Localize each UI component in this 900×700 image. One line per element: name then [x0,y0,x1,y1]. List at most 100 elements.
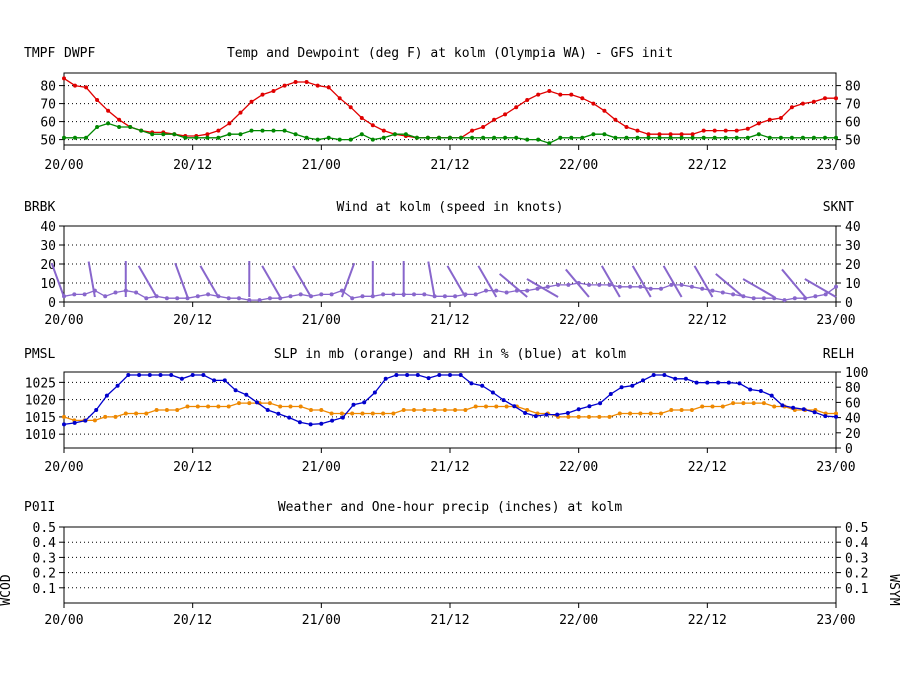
data-point-pmsl [216,404,221,409]
data-point-relh [834,414,838,419]
data-point-dwpf [326,135,331,140]
data-point-relh [233,388,238,393]
data-point-pmsl [123,411,128,416]
data-point-tmpf [767,117,772,122]
data-point-dwpf [293,132,298,137]
data-point-pmsl [144,411,149,416]
data-point-relh [147,373,152,377]
x-tick-label: 22/12 [688,313,727,328]
data-point-dwpf [84,135,89,140]
data-point-relh [608,392,613,396]
data-point-relh [673,376,678,381]
data-point-dwpf [547,141,552,146]
y-tick-label: 60 [40,116,56,131]
data-point-sknt [164,296,169,301]
data-point-dwpf [823,135,827,140]
data-point-pmsl [237,401,241,406]
data-point-pmsl [391,411,396,416]
data-point-sknt [679,282,684,287]
x-tick-label: 22/12 [688,158,727,173]
data-point-relh [694,380,699,385]
data-point-pmsl [195,404,200,409]
data-point-tmpf [106,108,111,113]
data-point-relh [523,411,528,415]
data-point-sknt [339,288,344,293]
chart-title: SLP in mb (orange) and RH in % (blue) at… [274,347,626,362]
data-point-tmpf [326,85,331,90]
data-point-dwpf [503,135,508,140]
data-point-pmsl [278,404,283,409]
data-point-pmsl [206,404,211,409]
data-point-dwpf [95,125,100,129]
x-tick-label: 20/00 [44,313,83,328]
data-point-dwpf [271,128,276,133]
data-point-dwpf [514,135,519,140]
data-point-sknt [206,292,211,297]
series-label: PMSL [24,347,55,362]
x-tick-label: 22/00 [559,313,598,328]
data-point-pmsl [267,401,272,406]
data-point-sknt [689,284,694,289]
data-point-dwpf [690,135,695,140]
x-tick-label: 21/00 [302,460,341,475]
data-point-dwpf [348,137,353,142]
data-point-relh [62,422,66,427]
data-point-relh [222,378,227,383]
data-point-tmpf [304,80,309,84]
data-point-tmpf [734,128,739,133]
data-point-tmpf [811,99,816,104]
x-tick-label: 20/12 [173,613,212,628]
data-point-dwpf [624,135,629,140]
data-point-tmpf [514,105,519,110]
data-point-pmsl [834,411,838,416]
data-point-relh [405,373,410,377]
data-point-relh [126,373,131,377]
data-point-tmpf [580,96,585,101]
data-point-pmsl [689,408,694,412]
wcod-label: WCOD [0,574,14,605]
x-tick-label: 22/00 [559,613,598,628]
data-point-relh [512,404,517,409]
data-point-relh [533,414,538,419]
data-point-tmpf [635,128,640,133]
data-point-sknt [257,298,262,303]
data-point-relh [748,387,753,392]
data-point-sknt [772,296,777,301]
data-point-tmpf [370,123,375,128]
data-point-pmsl [566,414,571,419]
data-point-pmsl [648,411,653,416]
data-point-tmpf [613,117,618,122]
data-point-sknt [659,286,663,291]
data-point-dwpf [337,137,342,142]
wind-barb [427,261,436,298]
x-tick-label: 21/12 [430,460,469,475]
data-point-dwpf [525,137,530,142]
data-point-pmsl [412,408,416,412]
data-point-pmsl [617,411,622,416]
data-point-dwpf [591,132,596,137]
data-point-sknt [185,296,190,301]
data-point-dwpf [811,135,816,140]
data-point-sknt [278,296,283,301]
data-point-sknt [216,294,221,299]
data-point-pmsl [638,411,643,416]
y-tick-label: 0.3 [845,551,868,566]
data-point-tmpf [95,98,100,102]
data-point-tmpf [823,96,827,101]
data-point-sknt [432,294,437,299]
right-series-label: SKNT [823,200,854,215]
data-point-relh [780,403,785,408]
data-point-tmpf [293,80,298,84]
data-point-pmsl [473,404,478,409]
data-point-dwpf [260,128,265,133]
x-tick-label: 22/12 [688,613,727,628]
series-line-sknt [63,282,837,301]
data-point-dwpf [459,135,463,140]
y-tick-label: 80 [845,80,861,95]
data-point-tmpf [591,101,596,106]
data-point-relh [683,376,688,381]
wind-barb [804,278,837,298]
data-point-relh [758,389,763,393]
data-point-pmsl [103,414,108,419]
data-point-pmsl [309,408,313,412]
